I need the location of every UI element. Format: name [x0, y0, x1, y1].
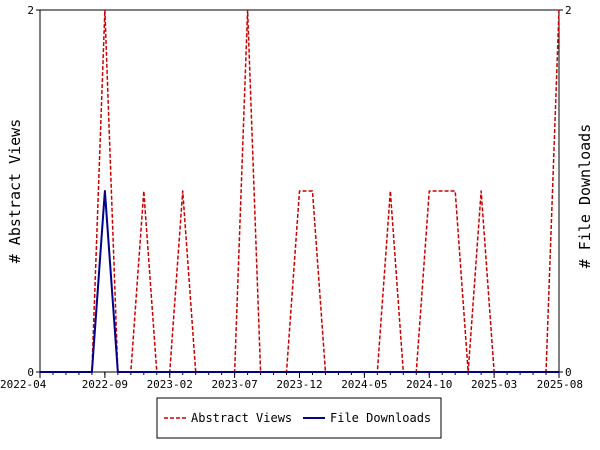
- data-point: [441, 190, 443, 192]
- data-point: [390, 190, 392, 192]
- legend-label-file-downloads: File Downloads: [330, 411, 431, 425]
- x-tick-label: 2022-04: [0, 378, 47, 391]
- data-point: [286, 371, 288, 373]
- data-point: [221, 371, 223, 373]
- data-point: [428, 190, 430, 192]
- data-point: [441, 371, 443, 373]
- data-point: [39, 371, 41, 373]
- data-point: [558, 371, 560, 373]
- data-point: [65, 371, 67, 373]
- data-point: [454, 190, 456, 192]
- y-left-tick-label: 2: [27, 4, 34, 17]
- data-point: [351, 371, 353, 373]
- x-tick-label: 2023-07: [211, 378, 257, 391]
- data-point: [428, 371, 430, 373]
- data-point: [247, 9, 249, 11]
- x-tick-label: 2025-03: [471, 378, 517, 391]
- data-point: [247, 371, 249, 373]
- x-tick-label: 2024-05: [341, 378, 387, 391]
- y-right-tick-label: 2: [565, 4, 572, 17]
- x-tick-label: 2023-12: [276, 378, 322, 391]
- data-point: [156, 371, 158, 373]
- data-point: [182, 190, 184, 192]
- data-point: [312, 190, 314, 192]
- data-point: [182, 371, 184, 373]
- data-point: [480, 371, 482, 373]
- data-point: [506, 371, 508, 373]
- data-point: [91, 371, 93, 373]
- data-point: [454, 371, 456, 373]
- data-point: [493, 371, 495, 373]
- data-point: [480, 190, 482, 192]
- y-axis-right-label: # File Downloads: [576, 124, 594, 269]
- x-tick-label: 2024-10: [406, 378, 452, 391]
- data-point: [415, 371, 417, 373]
- data-point: [364, 371, 366, 373]
- x-tick-label: 2023-02: [147, 378, 193, 391]
- data-point: [234, 371, 236, 373]
- data-point: [104, 9, 106, 11]
- data-point: [467, 371, 469, 373]
- legend-label-abstract-views: Abstract Views: [191, 411, 292, 425]
- y-right-tick-label: 0: [565, 366, 572, 379]
- data-point: [558, 9, 560, 11]
- data-point: [325, 371, 327, 373]
- data-point: [52, 371, 54, 373]
- axis-tick-labels: 2022-04 2022-09 2023-02 2023-07 2023-12 2024-…: [0, 4, 583, 391]
- data-point: [312, 371, 314, 373]
- y-axis-left-label: # Abstract Views: [6, 119, 24, 264]
- series-line-file-downloads: [40, 190, 559, 373]
- data-point: [260, 371, 262, 373]
- data-point: [169, 371, 171, 373]
- data-point: [338, 371, 340, 373]
- data-point: [117, 371, 119, 373]
- data-point: [545, 371, 547, 373]
- data-point: [519, 371, 521, 373]
- data-point: [130, 371, 132, 373]
- data-point: [403, 371, 405, 373]
- data-point: [78, 371, 80, 373]
- data-point: [390, 371, 392, 373]
- data-point: [273, 371, 275, 373]
- data-point: [299, 190, 301, 192]
- legend-box: [156, 397, 442, 439]
- data-point: [532, 371, 534, 373]
- x-tick-label: 2022-09: [82, 378, 128, 391]
- data-point: [208, 371, 210, 373]
- data-point: [143, 371, 145, 373]
- series-lines: [39, 9, 560, 373]
- data-point: [299, 371, 301, 373]
- data-point: [143, 190, 145, 192]
- x-tick-label: 2025-08: [537, 378, 583, 391]
- data-point: [377, 371, 379, 373]
- data-point: [195, 371, 197, 373]
- series-line-abstract-views: [40, 9, 560, 373]
- y-left-tick-label: 0: [27, 366, 34, 379]
- data-point: [104, 190, 106, 192]
- legend: Abstract Views File Downloads: [156, 397, 442, 439]
